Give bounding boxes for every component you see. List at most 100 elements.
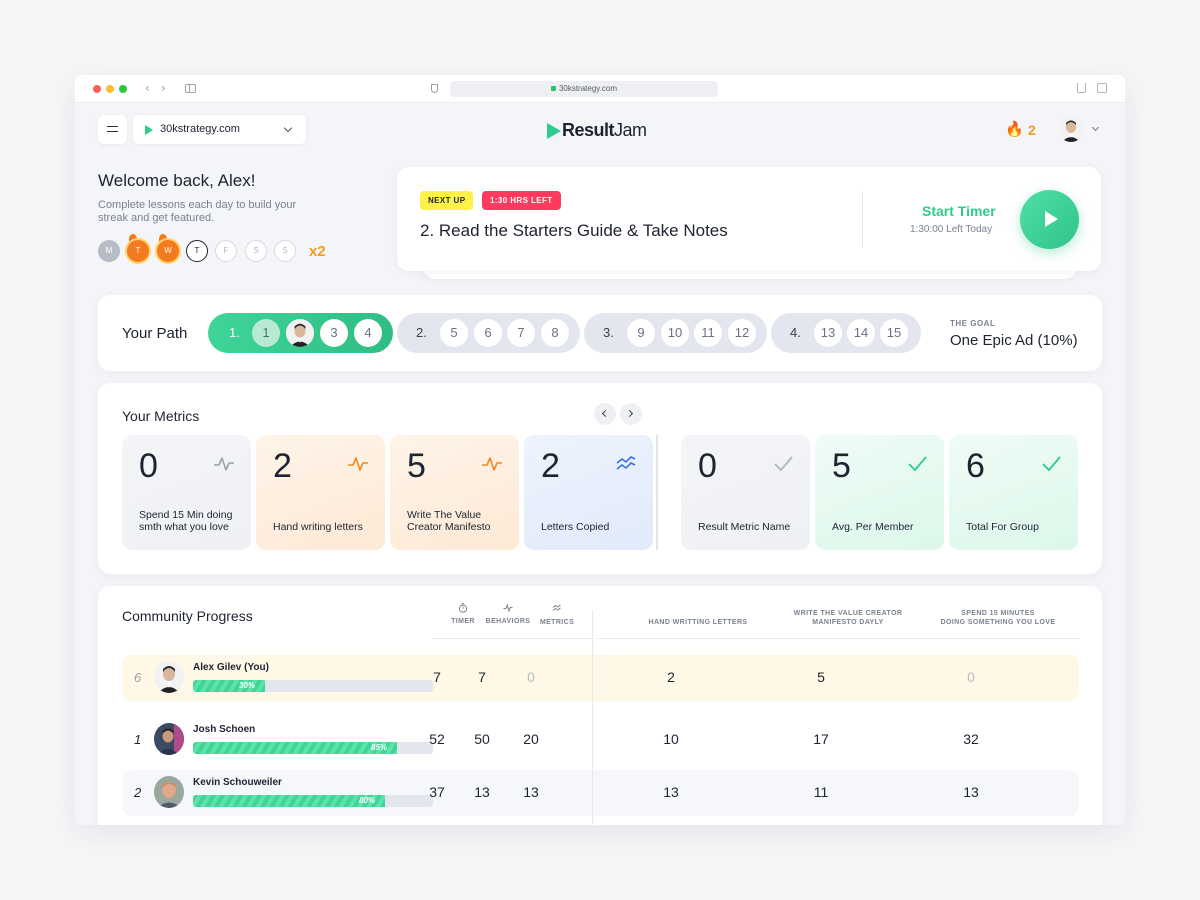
table-row[interactable]: 1 Josh Schoen 85% 52 50 [122, 717, 1079, 763]
path-step-13[interactable]: 13 [814, 319, 842, 347]
path-step-12[interactable]: 12 [728, 319, 756, 347]
browser-window: ‹ › 30kstrategy.com 30kstrategy.com Resu… [75, 75, 1125, 825]
welcome-title: Welcome back, Alex! [98, 171, 256, 190]
path-step-9[interactable]: 9 [627, 319, 655, 347]
row-name[interactable]: Alex Gilev (You) [193, 662, 269, 673]
path-step-current-avatar[interactable] [286, 319, 314, 347]
metric-tile-result-metric[interactable]: 0 Result Metric Name [681, 435, 810, 550]
cell-timer: 7 [433, 669, 441, 685]
path-step-11[interactable]: 11 [694, 319, 722, 347]
close-window-button[interactable] [93, 85, 101, 93]
cell-hand-writting-letters: 13 [663, 784, 679, 800]
cell-hand-writting-letters: 2 [667, 669, 675, 685]
streak-multiplier: x2 [309, 243, 326, 260]
metric-tile-total-for-group[interactable]: 6 Total For Group [949, 435, 1078, 550]
path-step-8[interactable]: 8 [541, 319, 569, 347]
cell-value-creator-manifesto: 5 [817, 669, 825, 685]
path-group-number: 1. [229, 325, 240, 340]
share-icon[interactable] [1077, 83, 1086, 93]
site-selector-label: 30kstrategy.com [160, 123, 240, 135]
path-step-7[interactable]: 7 [507, 319, 535, 347]
user-avatar[interactable] [1058, 116, 1084, 142]
cell-metrics: 13 [523, 784, 539, 800]
welcome-subtitle: Complete lessons each day to build your … [98, 199, 297, 224]
check-icon [774, 456, 793, 472]
logo-part-2: Jam [614, 120, 647, 140]
streak-day-letter: M [105, 246, 113, 255]
column-header-hand-writting-letters[interactable]: HAND WRITTING LETTERS [648, 619, 748, 626]
start-timer-label[interactable]: Start Timer [922, 203, 996, 219]
avatar-image [286, 319, 314, 347]
pulse-icon [214, 457, 234, 471]
column-header-metrics[interactable]: METRICS [539, 619, 575, 626]
account-chevron-icon[interactable] [1091, 123, 1100, 132]
column-header-behaviors[interactable]: BEHAVIORS [485, 618, 531, 625]
address-bar[interactable]: 30kstrategy.com [450, 81, 718, 97]
metrics-next-button[interactable] [620, 403, 642, 425]
metrics-prev-button[interactable] [594, 403, 616, 425]
site-selector[interactable]: 30kstrategy.com [133, 115, 306, 144]
timer-icon [458, 603, 468, 613]
path-step-1[interactable]: 1 [252, 319, 280, 347]
column-header-value-creator-manifesto-line2[interactable]: MANIFESTO DAYLY [812, 619, 884, 626]
metric-value: 2 [541, 447, 560, 485]
column-header-timer[interactable]: TIMER [451, 618, 475, 625]
table-row[interactable]: 6 Alex Gilev (You) 30% 7 7 [122, 655, 1079, 701]
path-group-number: 2. [416, 325, 427, 340]
metric-tile-hand-writing[interactable]: 2 Hand writing letters [256, 435, 385, 550]
cell-behaviors: 7 [478, 669, 486, 685]
zoom-window-button[interactable] [119, 85, 127, 93]
row-name[interactable]: Josh Schoen [193, 724, 256, 735]
path-group-2[interactable]: 2. 5 6 7 8 [397, 313, 580, 353]
avatar [154, 661, 184, 693]
row-name[interactable]: Kevin Schouweiler [193, 777, 282, 788]
path-group-4[interactable]: 4. 13 14 15 [771, 313, 921, 353]
path-group-3[interactable]: 3. 9 10 11 12 [584, 313, 767, 353]
avatar-image [154, 776, 184, 808]
row-rank: 1 [134, 732, 142, 747]
path-step-10[interactable]: 10 [661, 319, 689, 347]
column-header-spend-15-minutes-line2[interactable]: DOING SOMETHING YOU LOVE [940, 619, 1056, 626]
tabs-overview-icon[interactable] [1097, 83, 1107, 93]
flame-icon [129, 234, 137, 244]
trend-icon [616, 456, 636, 470]
metric-tile-avg-per-member[interactable]: 5 Avg. Per Member [815, 435, 944, 550]
next-up-card[interactable]: NEXT UP 1:30 HRS LEFT 2. Read the Starte… [397, 167, 1101, 271]
play-timer-button[interactable] [1020, 190, 1079, 249]
path-step-5[interactable]: 5 [440, 319, 468, 347]
chevron-left-icon [601, 409, 610, 418]
path-step-15[interactable]: 15 [880, 319, 908, 347]
avatar-image [1058, 116, 1084, 142]
metric-tile-manifesto[interactable]: 5 Write The Value Creator Manifesto [390, 435, 519, 550]
progress-percent: 85% [371, 743, 388, 752]
pulse-icon [348, 457, 368, 471]
path-step-6[interactable]: 6 [474, 319, 502, 347]
path-step-14[interactable]: 14 [847, 319, 875, 347]
pulse-icon [503, 603, 513, 613]
next-up-badge: NEXT UP [420, 191, 474, 210]
progress-bar: 85% [193, 742, 433, 754]
shield-icon[interactable] [431, 84, 438, 93]
app-content: 30kstrategy.com ResultJam 🔥 2 Welcome ba… [75, 103, 1125, 825]
metric-tile-spend-15-min[interactable]: 0 Spend 15 Min doing smth what you love [122, 435, 251, 550]
metric-value: 6 [966, 447, 985, 485]
path-group-1[interactable]: 1. 1 3 4 [208, 313, 393, 353]
table-row[interactable]: 2 Kevin Schouweiler 80% 37 13 13 [122, 770, 1079, 816]
streak-day-thu: T [186, 240, 208, 262]
path-step-3[interactable]: 3 [320, 319, 348, 347]
forward-icon[interactable]: › [161, 81, 166, 95]
check-icon [908, 456, 927, 472]
back-icon[interactable]: ‹ [145, 81, 150, 95]
cell-timer: 37 [429, 784, 445, 800]
site-logo-icon [145, 125, 153, 135]
column-header-spend-15-minutes-line1[interactable]: SPEND 15 MINUTES [961, 610, 1035, 617]
minimize-window-button[interactable] [106, 85, 114, 93]
next-lesson-title[interactable]: 2. Read the Starters Guide & Take Notes [420, 221, 728, 240]
streak-day-mon: M [98, 240, 120, 262]
path-step-4[interactable]: 4 [354, 319, 382, 347]
community-progress-card: Community Progress TIMER BEHAVIORS METRI… [98, 586, 1102, 825]
metric-tile-letters-copied[interactable]: 2 Letters Copied [524, 435, 653, 550]
menu-button[interactable] [98, 115, 127, 144]
sidebar-toggle-icon[interactable] [185, 84, 196, 93]
column-header-value-creator-manifesto-line1[interactable]: WRITE THE VALUE CREATOR [793, 610, 903, 617]
